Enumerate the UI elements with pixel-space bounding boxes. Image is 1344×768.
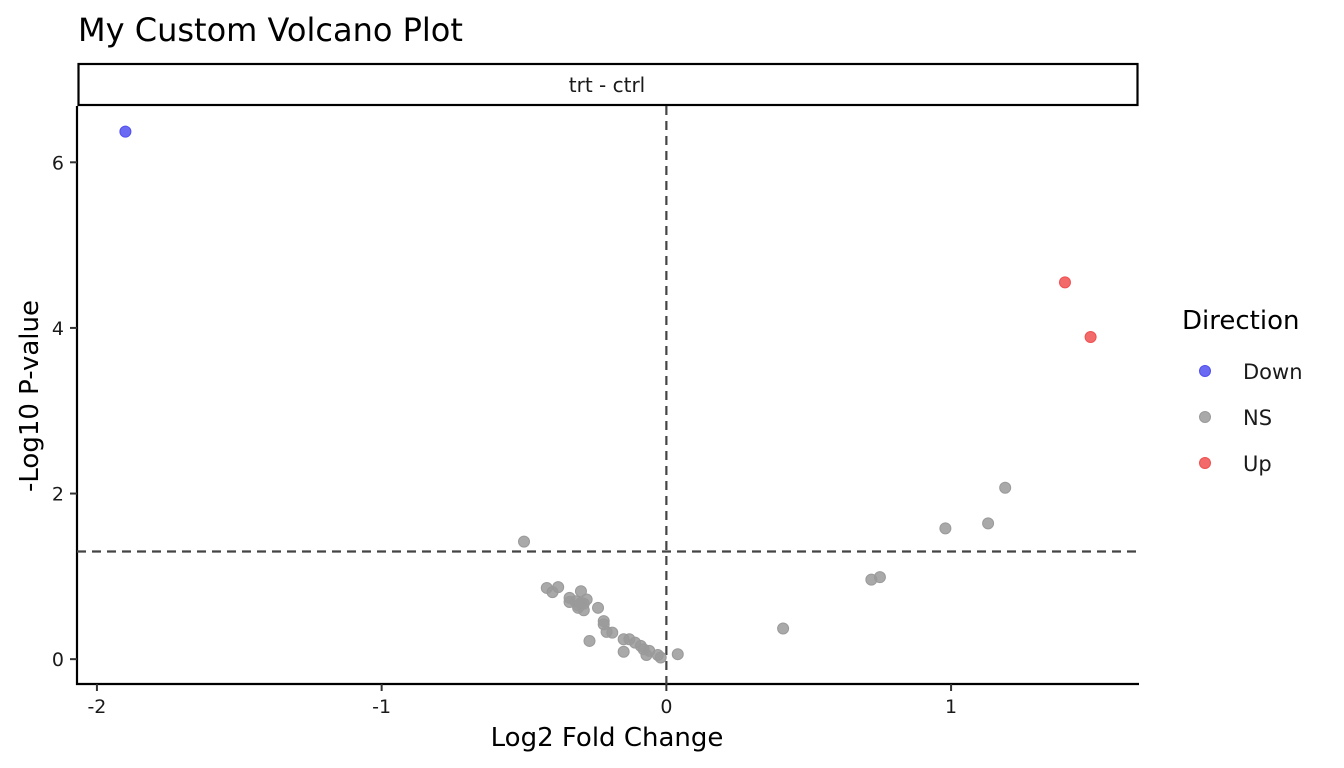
x-tick-label: -2 [87, 696, 106, 718]
point-ns [574, 585, 587, 598]
y-tick-label: 6 [52, 152, 64, 174]
chart-title: My Custom Volcano Plot [78, 11, 463, 49]
point-ns [777, 622, 790, 635]
point-ns [583, 634, 596, 647]
legend-label-ns: NS [1243, 406, 1272, 430]
point-ns [999, 481, 1012, 494]
legend: Direction Down NS Up [1182, 306, 1303, 476]
point-ns [617, 645, 630, 658]
threshold-lines [77, 106, 1139, 684]
legend-title: Direction [1182, 306, 1299, 336]
x-axis-title: Log2 Fold Change [491, 723, 724, 753]
data-points [119, 125, 1097, 664]
point-ns [580, 593, 593, 606]
legend-label-up: Up [1243, 452, 1272, 476]
facet-strip-box [77, 62, 1139, 107]
point-ns [671, 648, 684, 661]
x-axis-ticks: -2 -1 0 1 [87, 684, 957, 718]
point-down [119, 125, 132, 138]
legend-label-down: Down [1243, 360, 1303, 384]
y-tick-label: 0 [52, 649, 64, 671]
point-ns [592, 601, 605, 614]
plot-panel [75, 106, 1139, 686]
point-ns [939, 522, 952, 535]
facet-label: trt - ctrl [569, 73, 645, 97]
legend-key-ns [1199, 411, 1211, 423]
point-ns [518, 535, 531, 548]
point-ns [982, 517, 995, 530]
point-up [1058, 276, 1071, 289]
legend-key-up [1199, 457, 1211, 469]
point-ns [606, 626, 619, 639]
y-axis-title: -Log10 P-value [15, 300, 45, 492]
point-ns [552, 581, 565, 594]
legend-key-down [1199, 365, 1211, 377]
point-ns [873, 571, 886, 584]
x-tick-label: 1 [945, 696, 957, 718]
x-tick-label: 0 [660, 696, 672, 718]
y-tick-label: 4 [52, 318, 64, 340]
x-tick-label: -1 [372, 696, 391, 718]
facet-strip: trt - ctrl [77, 62, 1139, 107]
y-tick-label: 2 [52, 484, 64, 506]
y-axis-ticks: 0 2 4 6 [52, 152, 77, 671]
point-ns [654, 651, 667, 664]
point-up [1084, 331, 1097, 344]
